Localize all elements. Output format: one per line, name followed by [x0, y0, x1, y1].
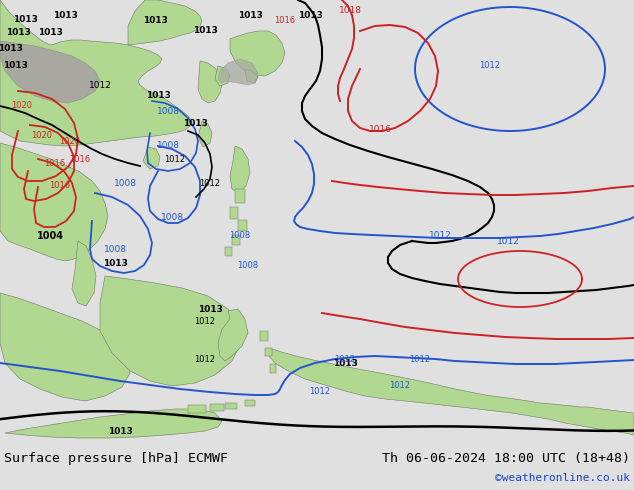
Text: 1016: 1016: [275, 17, 295, 25]
Text: 1013: 1013: [193, 26, 217, 35]
Text: 1013: 1013: [13, 16, 37, 24]
Polygon shape: [260, 331, 268, 341]
Polygon shape: [72, 241, 96, 306]
Text: 1013: 1013: [108, 426, 133, 436]
Text: 1008: 1008: [103, 245, 127, 253]
Text: 1012: 1012: [335, 354, 356, 364]
Text: 1020: 1020: [32, 130, 53, 140]
Text: 1013: 1013: [183, 119, 207, 127]
Polygon shape: [270, 364, 276, 373]
Polygon shape: [100, 276, 240, 386]
Text: 1008: 1008: [157, 106, 179, 116]
Polygon shape: [215, 66, 230, 86]
Polygon shape: [128, 0, 202, 45]
Text: Surface pressure [hPa] ECMWF: Surface pressure [hPa] ECMWF: [4, 451, 228, 465]
Polygon shape: [225, 247, 232, 256]
Polygon shape: [218, 309, 248, 361]
Polygon shape: [198, 121, 212, 147]
Polygon shape: [268, 349, 634, 435]
Polygon shape: [143, 147, 160, 169]
Polygon shape: [198, 61, 222, 103]
Text: Th 06-06-2024 18:00 UTC (18+48): Th 06-06-2024 18:00 UTC (18+48): [382, 451, 630, 465]
Polygon shape: [265, 348, 272, 356]
Polygon shape: [5, 409, 222, 438]
Text: 1013: 1013: [103, 259, 127, 268]
Text: 1020: 1020: [11, 101, 32, 111]
Polygon shape: [0, 143, 108, 261]
Text: 1008: 1008: [113, 178, 136, 188]
Text: 1013: 1013: [143, 17, 167, 25]
Text: 1012: 1012: [479, 62, 500, 71]
Text: 1012: 1012: [200, 178, 221, 188]
Text: 1004: 1004: [37, 231, 63, 241]
Text: 1012: 1012: [195, 354, 216, 364]
Text: 1013: 1013: [146, 92, 171, 100]
Text: 1012: 1012: [496, 237, 519, 245]
Text: 1012: 1012: [164, 154, 186, 164]
Text: 1008: 1008: [230, 231, 250, 241]
Text: 1008: 1008: [160, 213, 183, 221]
Text: 1020: 1020: [60, 137, 81, 146]
Text: 1018: 1018: [339, 6, 361, 16]
Text: 1012: 1012: [195, 317, 216, 325]
Polygon shape: [225, 403, 237, 409]
Polygon shape: [230, 146, 250, 193]
Text: 1013: 1013: [3, 60, 27, 70]
Polygon shape: [0, 41, 100, 103]
Text: 1012: 1012: [309, 387, 330, 395]
Polygon shape: [230, 31, 285, 76]
Text: 1012: 1012: [429, 231, 451, 241]
Polygon shape: [245, 400, 255, 406]
Polygon shape: [0, 0, 192, 146]
Text: 1012: 1012: [89, 81, 112, 91]
Text: 1013: 1013: [333, 359, 358, 368]
Text: 1013: 1013: [238, 11, 262, 21]
Polygon shape: [232, 235, 240, 245]
Text: 1016: 1016: [368, 124, 392, 133]
Text: 1016: 1016: [49, 180, 70, 190]
Text: 1013: 1013: [297, 11, 323, 21]
Polygon shape: [230, 207, 238, 219]
Polygon shape: [238, 220, 247, 231]
Text: 1013: 1013: [198, 304, 223, 314]
Text: 1013: 1013: [0, 45, 22, 53]
Polygon shape: [188, 405, 206, 413]
Text: 1016: 1016: [70, 154, 91, 164]
Polygon shape: [245, 69, 258, 83]
Text: 1012: 1012: [389, 382, 410, 391]
Text: 1008: 1008: [238, 262, 259, 270]
Text: 1013: 1013: [53, 11, 77, 21]
Text: ©weatheronline.co.uk: ©weatheronline.co.uk: [495, 473, 630, 483]
Polygon shape: [218, 59, 258, 85]
Polygon shape: [0, 293, 130, 401]
Polygon shape: [235, 189, 245, 203]
Text: 1012: 1012: [410, 354, 430, 364]
Text: 1013: 1013: [6, 28, 30, 38]
Polygon shape: [210, 404, 224, 411]
Text: 1013: 1013: [37, 28, 62, 38]
Text: 1008: 1008: [157, 142, 179, 150]
Text: 1016: 1016: [44, 158, 65, 168]
